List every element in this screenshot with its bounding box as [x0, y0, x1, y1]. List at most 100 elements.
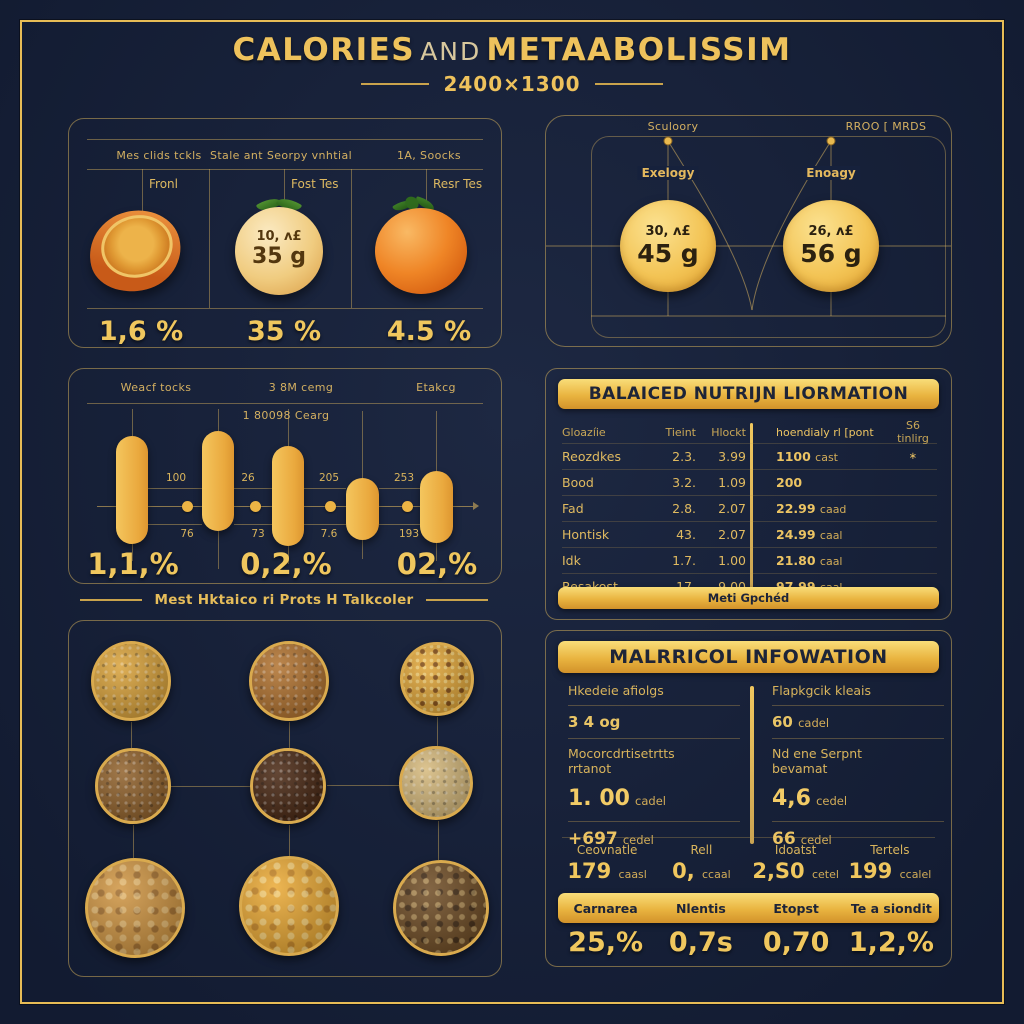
gap-value-bottom: 76	[180, 528, 194, 540]
field-label: bevamat	[772, 761, 828, 776]
connector	[327, 785, 400, 786]
big-value-row: 1. 00 cadel	[568, 786, 666, 811]
axis-dot	[402, 501, 413, 512]
node-dot	[663, 136, 673, 146]
band-label: Nlentis	[675, 900, 726, 916]
nutrition-totals-row: 25,% 0,7s 0,70 1,2,%	[558, 927, 939, 958]
bar-1	[116, 436, 148, 544]
page-title: CALORIES AND METAABOLISSIM	[0, 32, 1024, 68]
gap-line	[148, 524, 202, 525]
gap-value-top: 253	[393, 472, 415, 484]
wick	[436, 543, 437, 561]
gap-value-bottom: 193	[398, 528, 420, 540]
connector	[171, 786, 251, 787]
column-divider	[209, 169, 210, 308]
divider	[87, 308, 483, 309]
big-value-row: 4,6 cedel	[772, 786, 848, 811]
page-subtitle: 2400×1300	[0, 72, 1024, 96]
balanced-table-title: BALAICED NUTRIJN LIORMATION	[558, 379, 939, 409]
gap-value-bottom: 7.6	[320, 528, 338, 540]
bar-header-1: Weacf tocks	[120, 381, 192, 394]
gap-line	[379, 524, 420, 525]
fruit-label-2: Fost Tes	[291, 177, 339, 191]
gap-line	[148, 488, 202, 489]
grain-circle-amber-grain	[95, 748, 171, 824]
field-label: Hkedeie afiolgs	[568, 683, 664, 698]
fruit-label-3: Resr Tes	[433, 177, 483, 191]
nutrition-right-column: Flapkgcik kleais 60 cadel Nd ene Serpnt …	[772, 683, 944, 849]
inner-frame	[591, 136, 946, 338]
divider	[772, 738, 944, 739]
stat-cell: Ceovnatle 179 caasl	[567, 843, 647, 883]
energy-circle-2: 26, ʌ£ 56 g	[783, 200, 879, 292]
nutrition-band: Carnarea Nlentis Etopst Te a siondit	[558, 893, 939, 923]
gap-line	[234, 524, 272, 525]
wick	[436, 411, 437, 471]
divider	[87, 403, 483, 404]
divider	[87, 139, 483, 140]
decorative-frame	[20, 20, 1004, 1004]
bar-chart-subtitle: 1 80098 Cearg	[242, 409, 330, 422]
balanced-nutrition-panel: BALAICED NUTRIJN LIORMATION Gloazíie Tie…	[545, 368, 952, 620]
divider	[772, 821, 944, 822]
table-header-row: Gloazíie Tieint Hlockt hoendialy rl [pon…	[562, 419, 929, 445]
bar-4	[346, 478, 379, 540]
stat-cell: Rell 0, ccaal	[672, 843, 731, 883]
wick	[132, 409, 133, 436]
gap-line	[304, 488, 346, 489]
connector	[437, 717, 438, 746]
fruit-comparison-panel: Mes clids tckls Stale ant Seorpy vnhtial…	[68, 118, 502, 348]
nutrition-facts-panel: MALRRICOL INFOWATION Hkedeie afiolgs 3 4…	[545, 630, 952, 967]
axis-dot	[182, 501, 193, 512]
bar-header-2: 3 8M cemg	[268, 381, 334, 394]
energy-diagram-panel: Sculoory RROO [ MRDS Exelogy Enoagy 30, …	[545, 115, 952, 347]
energy-circle-1: 30, ʌ£ 45 g	[620, 200, 716, 292]
bar-2	[202, 431, 234, 531]
grains-caption: Mest Hktaico ri Prots H Talkcoler	[68, 592, 500, 608]
grain-circle-brown-grain	[249, 641, 329, 721]
axis-dot	[250, 501, 261, 512]
total-value: 0,70	[762, 927, 830, 958]
orange-half-icon	[80, 201, 190, 301]
divider	[772, 705, 944, 706]
subtitle-rule-left	[361, 83, 430, 85]
bar-chart-panel: Weacf tocks 3 8M cemg Etakcg 1 80098 Cea…	[68, 368, 502, 584]
peach-icon: 10, ʌ£ 35 g	[235, 194, 323, 295]
grain-circle-mustard-seeds	[400, 642, 474, 716]
bar-total-3: 02,%	[396, 547, 478, 581]
energy-connectors-graphic	[546, 136, 951, 317]
extra-value-row: 66 cedel	[772, 829, 832, 849]
divider	[568, 705, 740, 706]
gap-value-top: 100	[165, 472, 187, 484]
caption-rule-left	[80, 599, 143, 601]
extra-value-row: +697 cedel	[568, 829, 654, 849]
gap-value-top: 205	[318, 472, 340, 484]
total-value: 25,%	[568, 927, 644, 958]
fruit-label-1: Fronl	[149, 177, 178, 191]
table-row: Hontisk 43. 2.07 24.99 caal	[562, 521, 937, 547]
nutrition-title: MALRRICOL INFOWATION	[558, 641, 939, 673]
total-value: 0,7s	[668, 927, 733, 958]
axis-arrow-icon	[473, 502, 479, 510]
bar-total-2: 0,2,%	[240, 547, 332, 581]
gap-line	[379, 488, 420, 489]
grain-circle-puffed-cereal	[85, 858, 185, 958]
title-word-3: METAABOLISSIM	[486, 32, 792, 68]
gap-value-bottom: 73	[251, 528, 265, 540]
connector	[289, 825, 290, 856]
grain-circle-dark-roast	[250, 748, 326, 824]
connector	[289, 722, 290, 748]
stat-cell: Idoatst 2,S0 cetel	[752, 843, 839, 883]
balanced-table-footer: Meti Gpchéd	[558, 587, 939, 609]
connector	[133, 825, 134, 858]
wick	[218, 409, 219, 431]
fruit-col-header-2: Stale ant Seorpy vnhtial	[209, 149, 353, 162]
fruit-col-header-1: Mes clids tckls	[116, 149, 202, 162]
energy-node-label-1: Exelogy	[637, 166, 699, 180]
gap-line	[304, 524, 346, 525]
nutrition-stats-row: Ceovnatle 179 caasl Rell 0, ccaal Idoats…	[560, 843, 937, 883]
fruit-value-3: 4.5 %	[386, 316, 472, 347]
axis-dot	[325, 501, 336, 512]
energy-node-label-2: Enoagy	[802, 166, 860, 180]
